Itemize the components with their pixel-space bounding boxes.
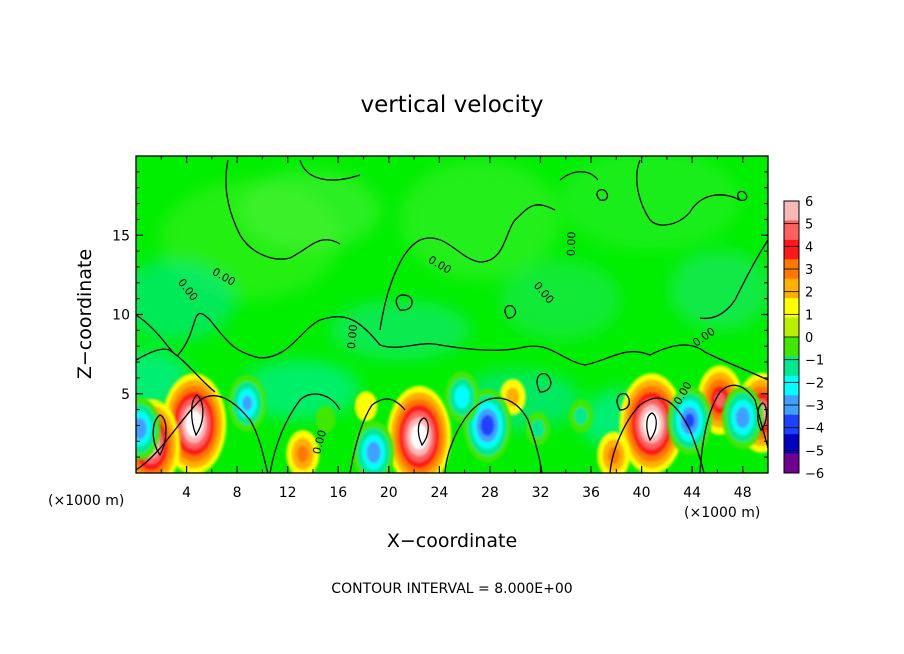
x-tick-label: 4: [182, 485, 191, 501]
x-tick-label: 20: [380, 485, 398, 501]
colorbar: 6 5 4 3 2 1 0 −1 −2 −3 −4 −5 −6: [783, 195, 824, 482]
zero-contour: [596, 188, 609, 201]
x-tick-label: 12: [279, 485, 297, 501]
downdraft-cell: [136, 397, 161, 460]
zero-contour: [395, 294, 413, 311]
colorbar-label: −4: [805, 422, 824, 437]
colorbar-swatch: [784, 337, 799, 357]
zero-contour: [636, 159, 741, 226]
x-tick-label: 32: [532, 485, 550, 501]
plot-field: [136, 156, 768, 473]
colorbar-swatch: [784, 201, 799, 221]
zero-contour: [225, 159, 341, 260]
zero-contour: [299, 159, 361, 181]
x-tick-label: 24: [430, 485, 448, 501]
x-tick-label: 40: [633, 485, 651, 501]
colorbar-swatch: [784, 434, 799, 454]
colorbar-label: 6: [805, 195, 813, 210]
zero-contour: [616, 393, 631, 411]
zero-contour: [444, 397, 543, 473]
zero-contour: [504, 304, 517, 319]
x-axis-unit-label-right: (×1000 m): [684, 505, 760, 521]
zero-contour: [152, 414, 167, 457]
x-tick-label: 16: [329, 485, 347, 501]
zero-contour: [190, 394, 204, 437]
zero-contour: [269, 393, 341, 473]
colorbar-swatch: [784, 317, 799, 338]
colorbar-swatch: [784, 220, 799, 241]
x-tick-label: 28: [481, 485, 499, 501]
zero-contour: [699, 239, 768, 320]
downdraft-cell: [463, 388, 512, 463]
colorbar-label: 2: [805, 286, 813, 301]
zero-contour: [646, 412, 657, 442]
downdraft-cell: [228, 374, 267, 432]
x-tick-label: 36: [582, 485, 600, 501]
zero-contour: [757, 402, 768, 432]
y-tick-label: 10: [112, 308, 130, 324]
zero-contour: [536, 373, 552, 393]
downdraft-cell: [722, 386, 764, 449]
downdraft-cell: [569, 399, 593, 433]
colorbar-label: 1: [805, 308, 813, 323]
contour-label: 0.00: [565, 231, 579, 256]
downdraft-cell: [667, 386, 712, 455]
updraft-cell: [619, 373, 684, 473]
colorbar-label: 5: [805, 218, 813, 233]
zero-contour: [136, 348, 216, 393]
downdraft-cell: [353, 421, 395, 473]
x-axis-unit-label: (×1000 m): [48, 493, 124, 509]
x-tick-label: 48: [734, 485, 752, 501]
colorbar-label: −2: [805, 376, 824, 391]
colorbar-swatch: [784, 356, 799, 377]
zero-contour: [609, 397, 705, 473]
contour-label: 0.00: [345, 324, 360, 350]
colorbar-swatch: [784, 298, 799, 318]
zero-contour: [136, 395, 269, 473]
colorbar-swatch: [784, 375, 799, 396]
colorbar-label: 0: [805, 331, 813, 346]
updraft-cell: [355, 391, 378, 422]
zero-contour: [737, 190, 748, 202]
zero-contour: [379, 204, 556, 331]
colorbar-swatch: [784, 239, 799, 260]
chart-title: vertical velocity: [361, 92, 544, 118]
contour-label: 0.00: [310, 429, 329, 456]
x-tick-label: 8: [233, 485, 242, 501]
x-tick-label: 44: [683, 485, 701, 501]
zero-contour: [136, 312, 768, 381]
updraft-cell: [286, 430, 320, 473]
zero-contour: [417, 417, 429, 447]
downdraft-cell: [444, 371, 480, 423]
y-tick-label: 5: [121, 387, 130, 403]
zero-contour: [349, 398, 406, 473]
updraft-cell: [387, 386, 452, 473]
colorbar-label: −6: [805, 467, 824, 482]
colorbar-swatch: [784, 278, 799, 299]
colorbar-label: 4: [805, 240, 813, 255]
downdraft-cell: [315, 405, 336, 433]
zero-contour: [559, 171, 599, 181]
colorbar-label: −1: [805, 354, 824, 369]
y-tick-label: 15: [112, 228, 130, 244]
colorbar-label: −5: [805, 444, 824, 459]
colorbar-label: −3: [805, 399, 824, 414]
colorbar-swatch: [784, 453, 799, 474]
downdraft-cell: [526, 411, 550, 446]
zero-contour: [699, 384, 768, 473]
colorbar-label: 3: [805, 263, 813, 278]
x-axis-label: X−coordinate: [387, 530, 517, 552]
y-axis-label: Z−coordinate: [74, 249, 96, 379]
colorbar-swatch: [784, 414, 799, 435]
contour-interval-note: CONTOUR INTERVAL = 8.000E+00: [331, 581, 572, 597]
